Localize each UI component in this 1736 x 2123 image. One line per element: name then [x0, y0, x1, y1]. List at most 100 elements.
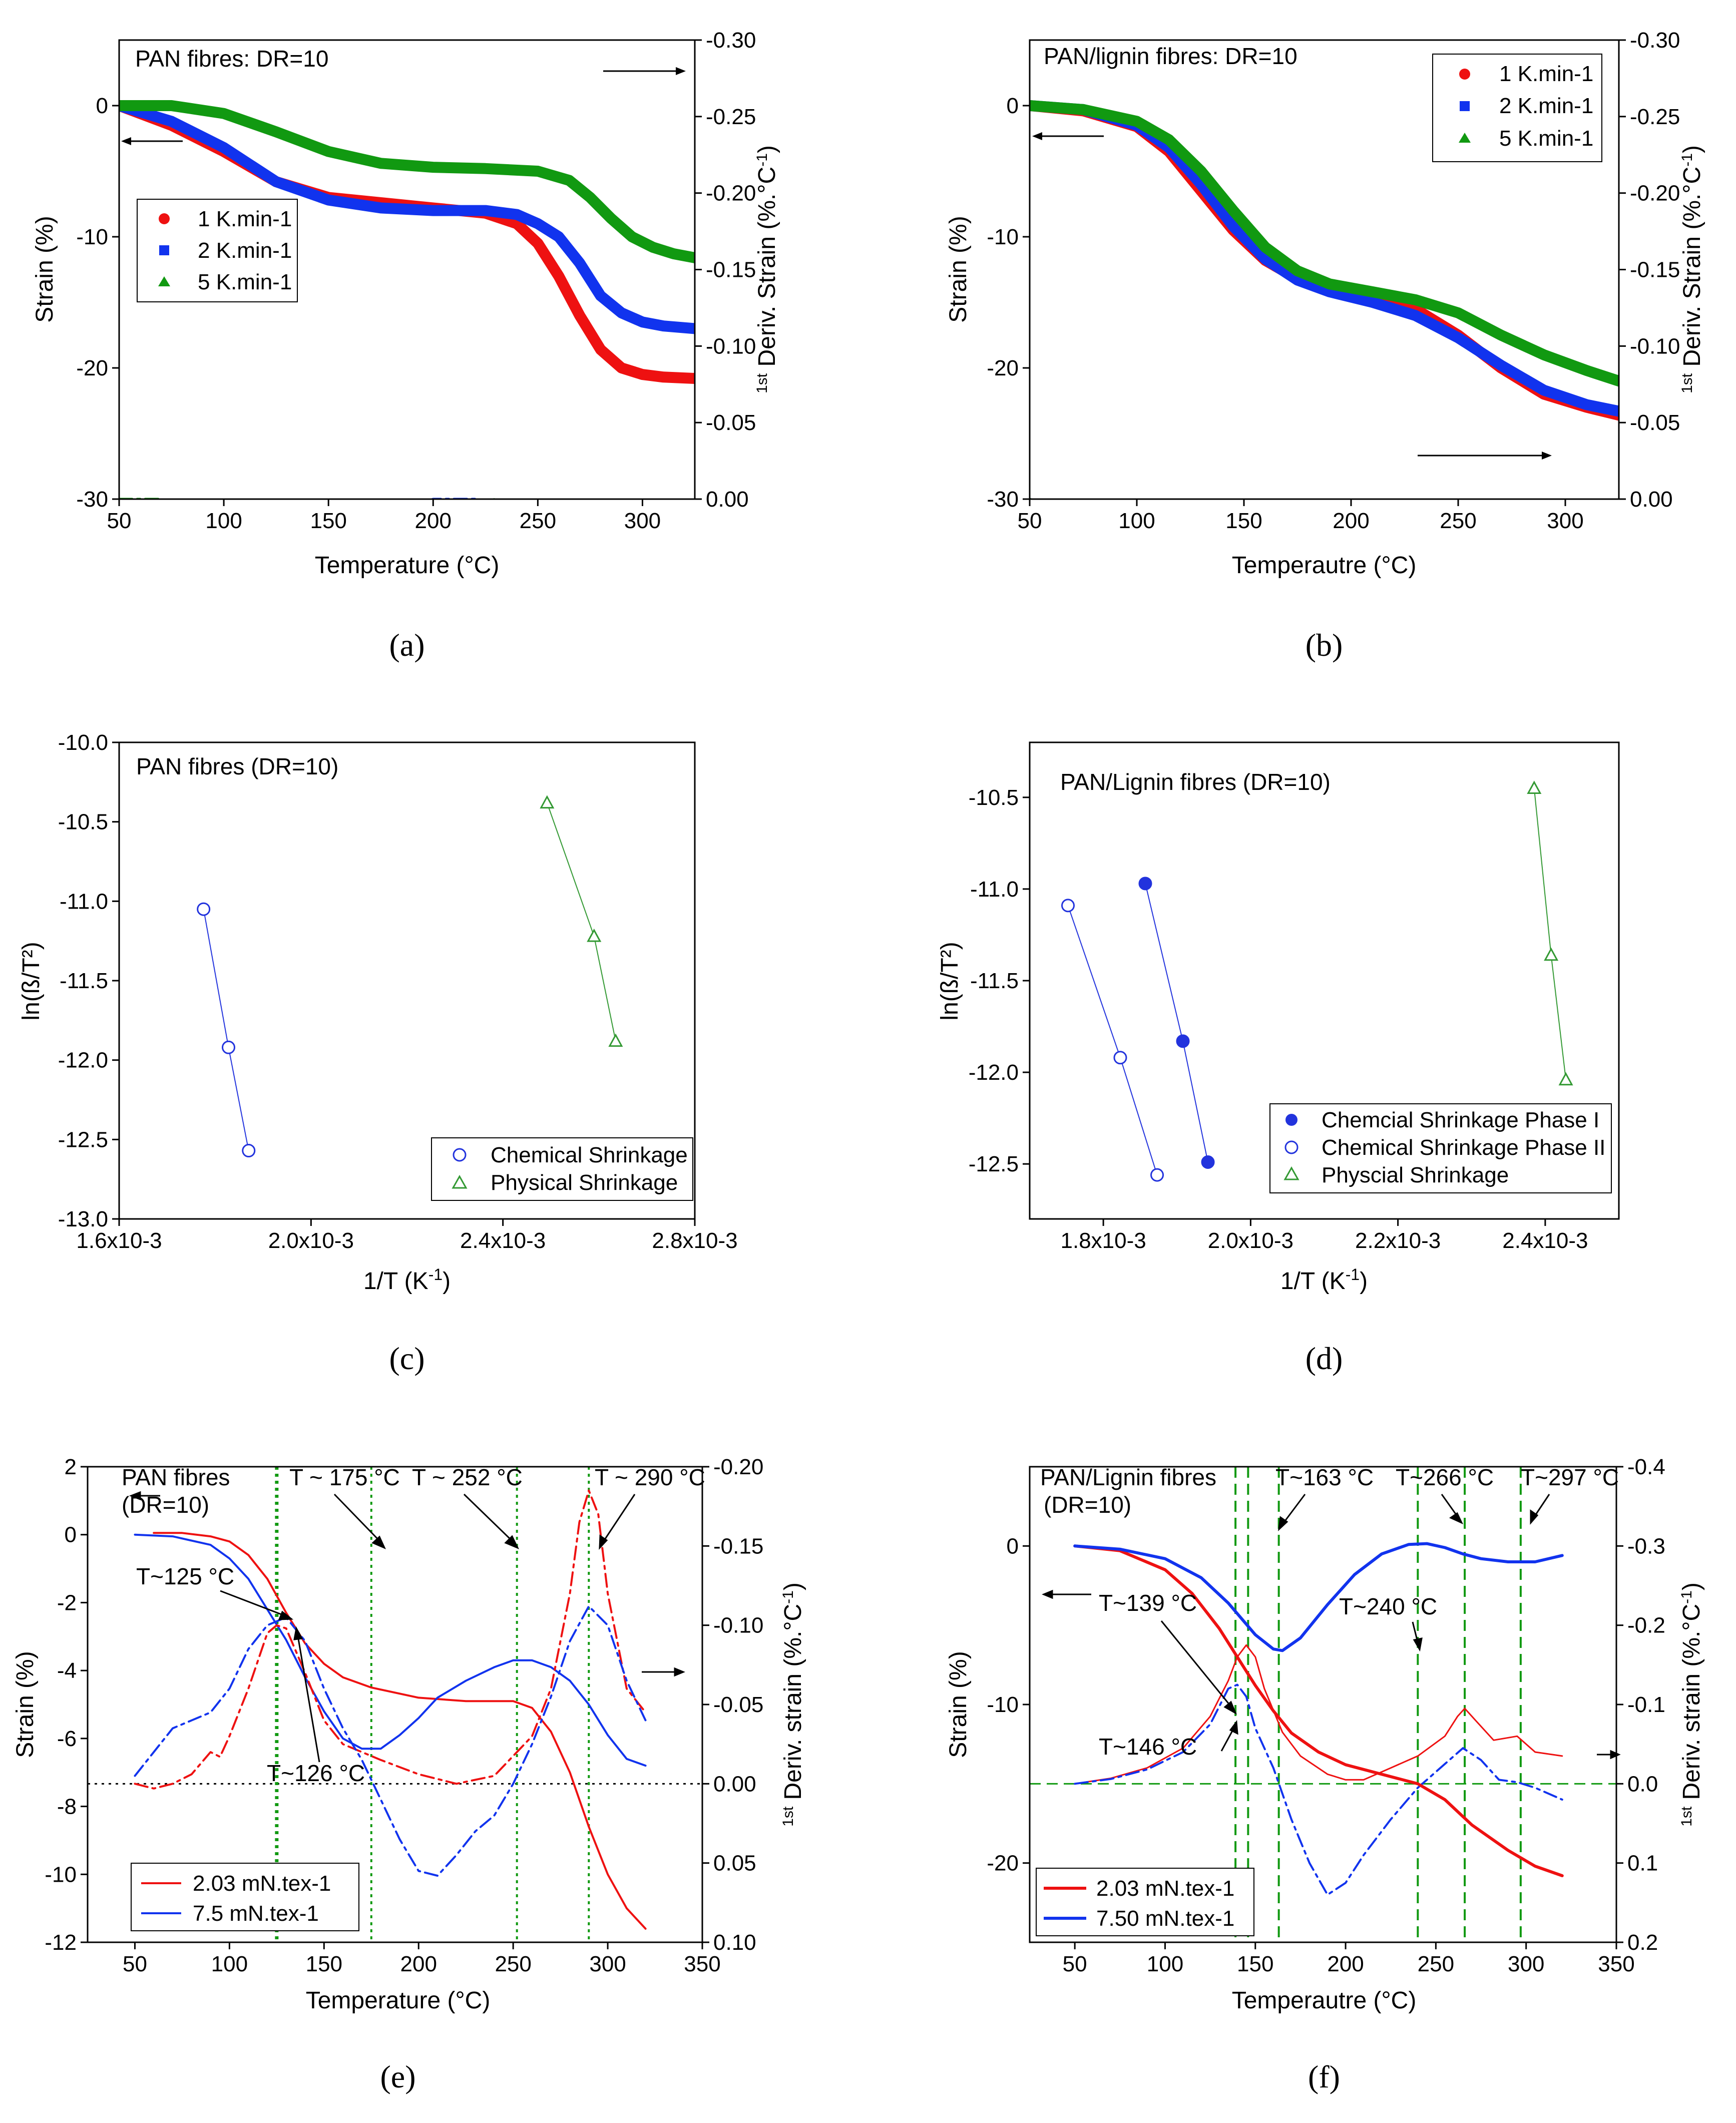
- y-tick-label: -10.0: [58, 730, 108, 755]
- x-tick-label: 100: [205, 509, 242, 533]
- panel-a-ylabel: Strain (%): [32, 216, 58, 322]
- x-tick-label: 150: [310, 509, 346, 533]
- panel-e-legend: 2.03 mN.tex-1 7.5 mN.tex-1: [131, 1863, 359, 1931]
- panel-f-chart: 50 100 150 200 250 300 350 0 -10 -20 -0.4 -0.3 -0.2 -…: [945, 1455, 1705, 2094]
- data-point-circle: [197, 902, 211, 916]
- x-tick-label: 250: [520, 509, 556, 533]
- legend-marker-circle: [1459, 69, 1470, 80]
- y2-tick-label: 0.2: [1627, 1930, 1658, 1955]
- x-tick-label: 100: [1118, 509, 1155, 533]
- legend-marker-triangle-open: [1283, 1166, 1299, 1180]
- data-point-circle: [1150, 1168, 1164, 1182]
- data-point-circle: [242, 1144, 256, 1158]
- data-point-triangle: [1544, 947, 1559, 961]
- data-point-triangle: [587, 929, 602, 942]
- panel-e-y2label: 1st Deriv. strain (%.°C-1): [780, 1582, 807, 1827]
- y-tick-label: 0: [65, 1523, 77, 1547]
- data-point-triangle: [608, 1033, 623, 1047]
- data-point-circle: [1138, 877, 1152, 891]
- series-line-2-03-mn-tex-1-deriv: [1074, 1644, 1563, 1785]
- panel-f-xlabel: Temperautre (°C): [1232, 1987, 1417, 2014]
- panel-f-annotation: T~146 °C: [1099, 1734, 1197, 1760]
- series-line-5-k-min-1-strain: [1030, 100, 1619, 387]
- panel-b-legend: 1 K.min-1 2 K.min-1 5 K.min-1: [1432, 54, 1602, 162]
- x-tick-label: 2.4x10-3: [1502, 1228, 1588, 1253]
- panel-e-annotation: T~126 °C: [267, 1760, 365, 1786]
- x-tick-label: 100: [211, 1952, 248, 1976]
- fit-line: [546, 802, 616, 1041]
- legend-label: 7.5 mN.tex-1: [193, 1901, 319, 1926]
- series-line-2-03-mn-tex-1-strain: [1073, 1544, 1564, 1877]
- fit-line: [1067, 905, 1158, 1175]
- series-line-7-50-mn-tex-1-strain: [1073, 1542, 1564, 1652]
- y2-tick-label: -0.3: [1627, 1534, 1665, 1558]
- x-tick-label: 250: [1440, 509, 1476, 533]
- y-tick-label: -12.5: [969, 1152, 1019, 1176]
- y2-tick-label: -0.25: [706, 105, 756, 129]
- panel-a-chart: 50 100 150 200 250 300 0 -10 -20 -30 -0.30 -0.25 -0.…: [32, 28, 781, 663]
- x-tick-label: 350: [1598, 1952, 1634, 1976]
- x-tick-label: 150: [1225, 509, 1262, 533]
- series-line-2-03-mn-tex-1-strain: [153, 1532, 647, 1930]
- x-tick-label: 300: [1547, 509, 1583, 533]
- panel-a-left-arrowhead: [121, 137, 131, 145]
- y-tick-label: -12.5: [58, 1127, 108, 1152]
- panel-d-legend-box: [1269, 1103, 1612, 1193]
- panel-e-xlabel: Temperature (°C): [306, 1987, 491, 2014]
- panel-f-legend: 2.03 mN.tex-1 7.50 mN.tex-1: [1036, 1868, 1254, 1936]
- y-tick-label: -11.0: [970, 877, 1019, 902]
- panel-e-title: PAN fibres: [122, 1464, 230, 1490]
- panel-f-title: PAN/Lignin fibres: [1040, 1464, 1216, 1490]
- y2-tick-label: -0.20: [706, 181, 756, 206]
- y-tick-label: 0: [96, 94, 108, 118]
- series-line-7-5-mn-tex-1-strain: [134, 1533, 647, 1767]
- x-tick-label: 200: [415, 509, 452, 533]
- y-tick-label: -20: [76, 356, 108, 380]
- panel-e-chart: 50 100 150 200 250 300 350 2 0 -2 -4 -6 -8 -10 -12 -0.2…: [12, 1455, 806, 2094]
- panel-f-vline-label: T~163 °C: [1275, 1464, 1374, 1490]
- y-tick-label: -8: [57, 1795, 77, 1819]
- fit-line: [203, 909, 249, 1151]
- series-line-5-k-min-1-deriv: [119, 498, 503, 499]
- series-line-2-03-mn-tex-1-deriv: [134, 1489, 647, 1790]
- panel-c-caption: (c): [389, 1341, 424, 1376]
- panel-a-title: PAN fibres: DR=10: [135, 46, 328, 72]
- data-point-circle: [1176, 1034, 1190, 1048]
- panel-f-annotation-arrows: [1042, 1494, 1621, 1760]
- y-tick-label: -30: [76, 487, 108, 512]
- y-tick-label: -11.5: [970, 969, 1019, 993]
- y-tick-label: -30: [987, 487, 1019, 512]
- y2-tick-label: 0.00: [1630, 487, 1673, 512]
- panel-e-annotation-arrows: [129, 1491, 685, 1763]
- x-tick-label: 50: [1063, 1952, 1087, 1976]
- x-tick-label: 150: [306, 1952, 342, 1976]
- panel-e-caption: (e): [380, 2059, 415, 2094]
- x-tick-label: 2.0x10-3: [268, 1228, 354, 1253]
- x-tick-label: 200: [400, 1952, 437, 1976]
- legend-label: 2 K.min-1: [1499, 94, 1593, 118]
- data-point-triangle: [1558, 1072, 1573, 1086]
- y2-tick-label: -0.2: [1627, 1613, 1665, 1638]
- x-tick-label: 50: [107, 509, 132, 533]
- legend-label: 2 K.min-1: [198, 238, 292, 263]
- plot-area: [119, 100, 695, 499]
- data-point-circle: [222, 1040, 235, 1054]
- panel-b-xlabel: Temperautre (°C): [1232, 552, 1417, 579]
- y2-tick-label: -0.10: [713, 1613, 763, 1638]
- panel-a-y2label: 1st Deriv. Strain (%.°C-1): [754, 145, 781, 393]
- y2-tick-label: -0.05: [713, 1692, 763, 1717]
- legend-label: Chemical Shrinkage: [491, 1143, 688, 1167]
- series-line-7-50-mn-tex-1-deriv: [1074, 1683, 1563, 1896]
- panel-f-y2label: 1st Deriv. strain (%.°C-1): [1678, 1582, 1705, 1827]
- y-tick-label: -10: [987, 1692, 1019, 1717]
- panel-b-right-arrowhead: [1542, 452, 1552, 460]
- plot-area: [1030, 1467, 1616, 1942]
- y-tick-label: -10: [76, 225, 108, 249]
- y-tick-label: 0: [1007, 1534, 1019, 1558]
- x-tick-label: 50: [123, 1952, 147, 1976]
- x-tick-label: 250: [1418, 1952, 1454, 1976]
- legend-marker-triangle: [1459, 133, 1471, 143]
- y2-tick-label: -0.05: [1630, 410, 1680, 435]
- series-line-5-k-min-1-strain: [119, 100, 695, 263]
- y-tick-label: -11.5: [60, 969, 108, 993]
